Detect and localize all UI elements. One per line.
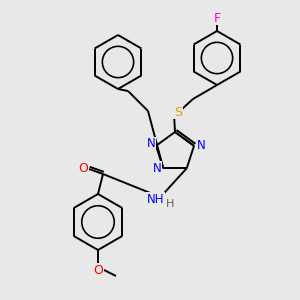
Text: NH: NH [147,193,164,206]
Text: N: N [196,139,206,152]
Text: O: O [78,163,88,176]
Text: F: F [213,11,220,25]
Text: H: H [166,199,174,209]
Text: N: N [147,137,155,150]
Text: S: S [174,106,182,118]
Text: O: O [93,263,103,277]
Text: N: N [153,162,162,175]
